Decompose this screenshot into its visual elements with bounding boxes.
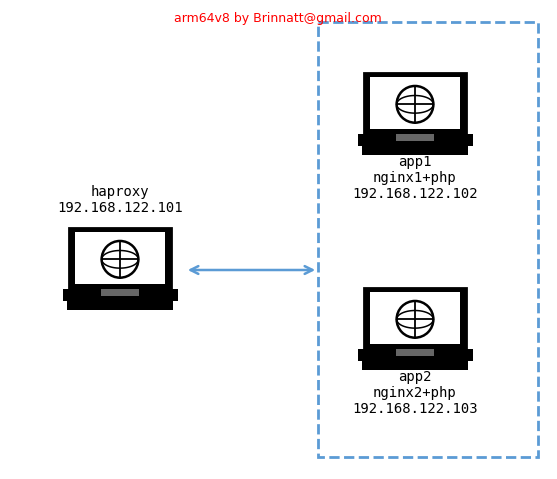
Bar xyxy=(358,134,472,147)
Bar xyxy=(362,147,468,155)
Bar xyxy=(362,362,468,370)
Bar xyxy=(364,72,466,134)
Bar xyxy=(62,289,178,301)
Bar xyxy=(101,289,139,296)
Text: app2
nginx2+php
192.168.122.103: app2 nginx2+php 192.168.122.103 xyxy=(352,370,478,416)
Bar xyxy=(370,77,460,129)
Bar xyxy=(396,134,434,141)
Bar xyxy=(75,232,165,285)
Text: haproxy
192.168.122.101: haproxy 192.168.122.101 xyxy=(57,185,183,215)
Bar xyxy=(364,287,466,349)
Text: app1
nginx1+php
192.168.122.102: app1 nginx1+php 192.168.122.102 xyxy=(352,155,478,201)
Bar xyxy=(370,292,460,344)
Bar xyxy=(318,22,538,457)
Bar xyxy=(67,301,173,310)
Text: arm64v8 by Brinnatt@gmail.com: arm64v8 by Brinnatt@gmail.com xyxy=(174,12,382,25)
Bar xyxy=(358,349,472,362)
Bar xyxy=(396,349,434,356)
Bar xyxy=(70,228,170,289)
